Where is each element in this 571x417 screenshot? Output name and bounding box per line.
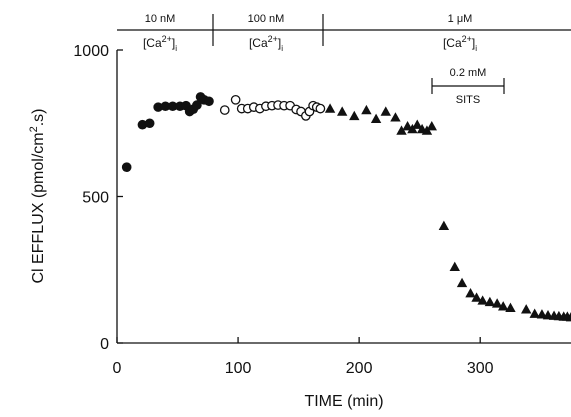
phase1-calcium-label: [Ca2+]i <box>143 34 177 53</box>
data-point-filled-triangle <box>412 119 423 129</box>
data-points <box>121 92 571 322</box>
data-point-open-circle <box>315 103 326 114</box>
data-point-filled-triangle <box>471 292 482 302</box>
data-point-filled-circle <box>121 162 132 172</box>
phase2-label: 100 nM <box>248 13 285 25</box>
data-point-filled-triangle <box>456 277 468 288</box>
data-point-filled-triangle <box>426 120 437 131</box>
data-point-filled-triangle <box>491 298 503 308</box>
phase3-label: 1 μM <box>448 13 473 25</box>
data-point-filled-triangle <box>380 106 391 116</box>
data-point-filled-triangle <box>449 261 460 271</box>
data-point-filled-triangle <box>438 220 450 230</box>
data-point-filled-triangle <box>336 106 348 116</box>
data-point-filled-triangle <box>324 103 336 113</box>
x-tick-label: 100 <box>225 360 252 377</box>
data-point-filled-circle <box>204 96 214 107</box>
data-point-open-circle <box>230 94 241 105</box>
y-axis-title: Cl EFFLUX (pmol/cm2.s) <box>28 108 47 283</box>
data-point-filled-triangle <box>565 312 571 322</box>
data-point-filled-circle <box>144 118 155 129</box>
data-point-filled-triangle <box>484 296 496 307</box>
data-point-filled-triangle <box>361 104 372 115</box>
data-point-filled-triangle <box>349 110 360 121</box>
data-point-filled-triangle <box>521 304 532 314</box>
axes <box>116 50 571 344</box>
data-point-filled-triangle <box>505 302 516 312</box>
data-point-filled-circle <box>167 101 178 112</box>
y-tick-label: 500 <box>82 190 109 207</box>
data-point-filled-triangle <box>465 287 476 298</box>
y-tick-label: 1000 <box>73 43 109 60</box>
data-point-filled-circle <box>153 102 163 112</box>
x-axis-title: TIME (min) <box>304 393 383 410</box>
sits-concentration-label: 0.2 mM <box>450 67 487 79</box>
data-point-filled-circle <box>137 119 148 130</box>
phase2-calcium-label: [Ca2+]i <box>249 34 283 53</box>
calcium-phase-annotations <box>117 14 571 94</box>
tick-labels: 0 100 200 300 0 500 1000 <box>73 43 493 377</box>
ticks <box>116 49 481 344</box>
x-tick-label: 300 <box>467 360 494 377</box>
data-point-filled-triangle <box>498 301 509 311</box>
data-point-filled-triangle <box>529 308 540 318</box>
data-point-filled-circle <box>192 100 202 110</box>
phase1-label: 10 nM <box>145 13 176 25</box>
data-point-filled-triangle <box>370 113 382 124</box>
data-point-filled-triangle <box>536 309 548 319</box>
data-point-open-circle <box>219 105 230 115</box>
data-point-filled-triangle <box>390 112 401 122</box>
x-tick-label: 200 <box>346 360 373 377</box>
data-point-filled-circle <box>160 101 171 112</box>
phase3-calcium-label: [Ca2+]i <box>443 34 477 53</box>
sits-label: SITS <box>456 94 480 106</box>
x-tick-label: 0 <box>113 360 122 377</box>
data-point-filled-triangle <box>396 125 407 135</box>
y-tick-label: 0 <box>100 336 109 353</box>
data-point-filled-triangle <box>477 295 488 305</box>
